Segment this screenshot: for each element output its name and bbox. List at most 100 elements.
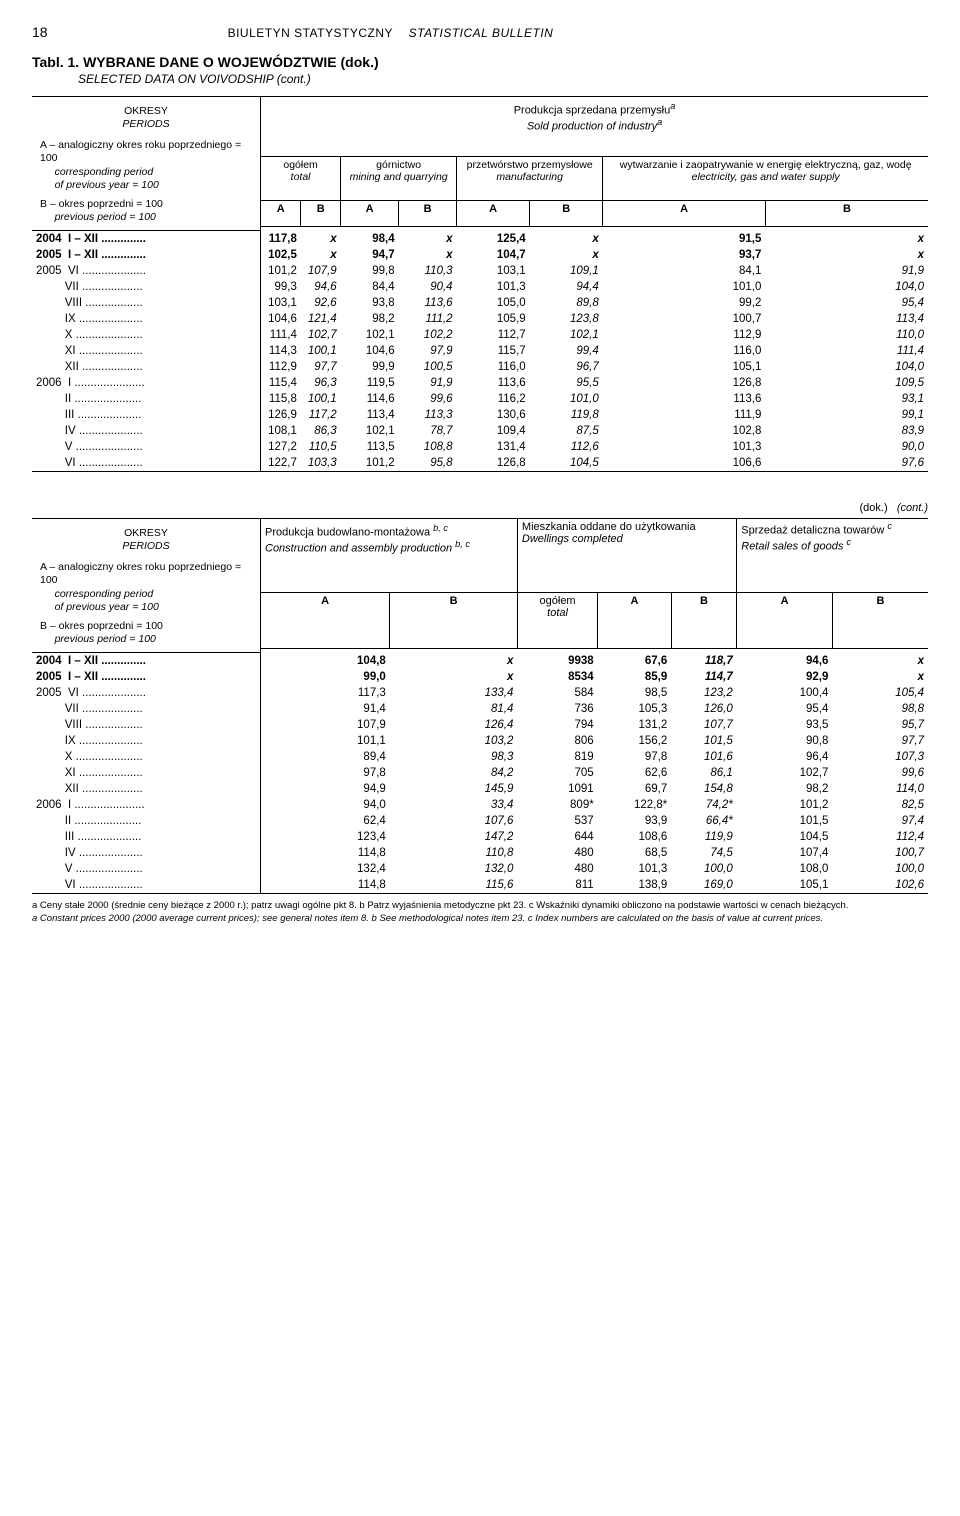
cell: 117,8 (261, 231, 301, 248)
periods-desc: OKRESY PERIODS A – analogiczny okres rok… (32, 97, 261, 231)
cell: 89,8 (530, 295, 603, 311)
row-label: XI .................... (32, 765, 261, 781)
cell: 108,6 (598, 829, 672, 845)
t2-col-constr: Produkcja budowlano-montażowa b, c Const… (261, 519, 518, 593)
cell: 115,8 (261, 391, 301, 407)
cell: 109,4 (457, 423, 530, 439)
cell: 100,7 (832, 845, 928, 861)
row-label: III .................... (32, 829, 261, 845)
cell: 131,4 (457, 439, 530, 455)
cell: 114,3 (261, 343, 301, 359)
cell: 113,6 (457, 375, 530, 391)
page-header: 18 BIULETYN STATYSTYCZNY STATISTICAL BUL… (32, 24, 928, 40)
periods-A-pl: A – analogiczny okres roku poprzedniego … (40, 139, 241, 164)
cell: 117,2 (301, 407, 341, 423)
periods-pl: OKRESY (124, 105, 168, 117)
table-row: VI ....................122,7103,3101,295… (32, 455, 928, 472)
t1-super-en: Sold production of industry (527, 120, 657, 132)
footnote-en: a Constant prices 2000 (2000 average cur… (32, 913, 928, 926)
cell: 112,6 (530, 439, 603, 455)
cell: 107,3 (832, 749, 928, 765)
table-row: III ....................126,9117,2113,41… (32, 407, 928, 423)
cell: 95,4 (765, 295, 928, 311)
row-label: IV .................... (32, 423, 261, 439)
cell: 84,4 (341, 279, 399, 295)
row-label: XII ................... (32, 781, 261, 797)
cell: 101,6 (671, 749, 737, 765)
cell: 122,7 (261, 455, 301, 472)
cell: 91,9 (765, 263, 928, 279)
cell: 113,5 (341, 439, 399, 455)
cell: 819 (517, 749, 597, 765)
dok-cont: (dok.) (cont.) (32, 502, 928, 514)
cell: 105,1 (737, 877, 833, 894)
cell: 118,7 (671, 653, 737, 670)
cell: x (765, 247, 928, 263)
cell: 119,8 (530, 407, 603, 423)
cell: 104,0 (765, 279, 928, 295)
cell: x (765, 231, 928, 248)
cell: 94,4 (530, 279, 603, 295)
row-label: X ..................... (32, 327, 261, 343)
cell: 132,0 (390, 861, 518, 877)
cell: 96,4 (737, 749, 833, 765)
cell: 111,4 (261, 327, 301, 343)
cell: 9938 (517, 653, 597, 670)
cell: 119,5 (341, 375, 399, 391)
table-row: IX ....................104,6121,498,2111… (32, 311, 928, 327)
periods-A-en1: corresponding period (55, 166, 154, 178)
cell: 101,3 (457, 279, 530, 295)
cell: 105,4 (832, 685, 928, 701)
table-row: VII ...................91,481,4736105,31… (32, 701, 928, 717)
cell: 82,5 (832, 797, 928, 813)
cell: x (530, 231, 603, 248)
cell: 105,9 (457, 311, 530, 327)
cell: 109,1 (530, 263, 603, 279)
row-label: 2004 I – XII .............. (32, 231, 261, 248)
table-row: XII ...................112,997,799,9100,… (32, 359, 928, 375)
cell: 169,0 (671, 877, 737, 894)
cell: 99,6 (399, 391, 457, 407)
row-label: IV .................... (32, 845, 261, 861)
cell: 480 (517, 861, 597, 877)
cell: 91,9 (399, 375, 457, 391)
cell: 101,5 (737, 813, 833, 829)
table-row: IV ....................114,8110,848068,5… (32, 845, 928, 861)
t1-super-pl: Produkcja sprzedana przemysłu (514, 105, 671, 117)
periods-B-en: previous period = 100 (55, 211, 156, 223)
cell: x (399, 231, 457, 248)
row-label: VII ................... (32, 701, 261, 717)
row-label: IX .................... (32, 733, 261, 749)
cell: x (832, 669, 928, 685)
cell: 100,1 (301, 391, 341, 407)
bulletin-pl: BIULETYN STATYSTYCZNY (228, 26, 393, 40)
table-row: XII ...................94,9145,9109169,7… (32, 781, 928, 797)
cell: 105,3 (598, 701, 672, 717)
cell: 107,9 (261, 717, 390, 733)
cell: 114,6 (341, 391, 399, 407)
footnote: a Ceny stałe 2000 (średnie ceny bieżące … (32, 900, 928, 926)
table-row: 2005 VI ....................101,2107,999… (32, 263, 928, 279)
cell: 92,6 (301, 295, 341, 311)
cell: 8534 (517, 669, 597, 685)
cell: 132,4 (261, 861, 390, 877)
table-row: 2006 I ......................115,496,311… (32, 375, 928, 391)
cell: x (301, 247, 341, 263)
cell: 92,9 (737, 669, 833, 685)
cell: 98,2 (341, 311, 399, 327)
row-label: X ..................... (32, 749, 261, 765)
ab-label: B (832, 592, 928, 648)
cell: 104,0 (765, 359, 928, 375)
cell: 123,4 (261, 829, 390, 845)
cell: 101,2 (341, 455, 399, 472)
table-2: OKRESY PERIODS A – analogiczny okres rok… (32, 518, 928, 894)
table-row: II .....................115,8100,1114,69… (32, 391, 928, 407)
cell: 113,4 (341, 407, 399, 423)
cell: 115,7 (457, 343, 530, 359)
cell: 99,4 (530, 343, 603, 359)
row-label: VIII .................. (32, 295, 261, 311)
bulletin-title: BIULETYN STATYSTYCZNY STATISTICAL BULLET… (228, 26, 554, 40)
cell: 101,3 (598, 861, 672, 877)
periods-desc-2: OKRESY PERIODS A – analogiczny okres rok… (32, 519, 261, 653)
cell: 119,9 (671, 829, 737, 845)
